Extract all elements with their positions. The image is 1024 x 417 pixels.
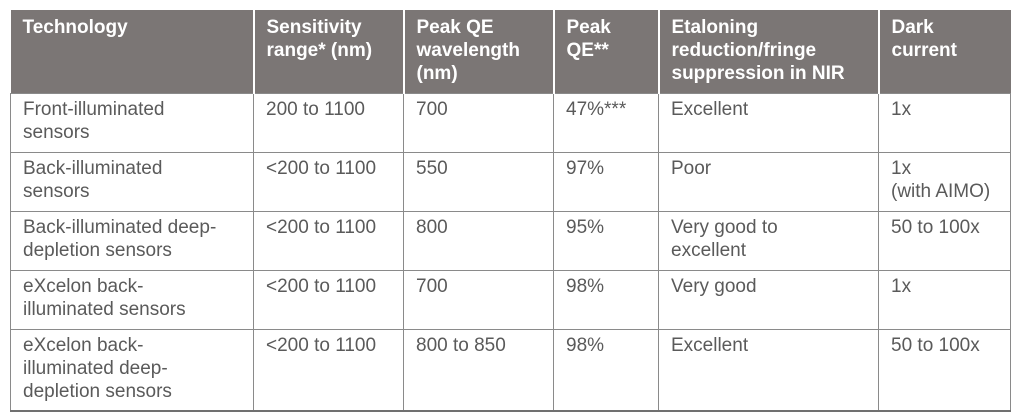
cell-technology: Back-illuminated sensors — [10, 152, 254, 212]
sensor-comparison-table: Technology Sensitivity range* (nm) Peak … — [10, 10, 1011, 412]
cell-etaloning: Excellent — [658, 93, 879, 153]
table-row: Back-illuminated deep- depletion sensors… — [10, 211, 1011, 271]
cell-dark-current: 1x (with AIMO) — [878, 152, 1011, 212]
cell-etaloning: Excellent — [658, 329, 879, 412]
table-row: Front-illuminated sensors 200 to 1100 70… — [10, 93, 1011, 153]
cell-peak-qe-wavelength: 800 to 850 — [403, 329, 554, 412]
cell-technology: eXcelon back- illuminated sensors — [10, 270, 254, 330]
cell-peak-qe-wavelength: 700 — [403, 93, 554, 153]
cell-peak-qe-wavelength: 550 — [403, 152, 554, 212]
cell-sensitivity-range: 200 to 1100 — [253, 93, 404, 153]
cell-etaloning: Poor — [658, 152, 879, 212]
header-peak-qe-wavelength: Peak QE wavelength (nm) — [402, 10, 554, 94]
sensor-comparison-table-container: Technology Sensitivity range* (nm) Peak … — [10, 10, 1011, 412]
cell-dark-current: 50 to 100x — [878, 211, 1011, 271]
cell-peak-qe: 98% — [553, 270, 659, 330]
cell-etaloning: Very good to excellent — [658, 211, 879, 271]
cell-dark-current: 50 to 100x — [878, 329, 1011, 412]
header-peak-qe: Peak QE** — [552, 10, 659, 94]
header-dark-current: Dark current — [877, 10, 1011, 94]
cell-etaloning: Very good — [658, 270, 879, 330]
table-row: Back-illuminated sensors <200 to 1100 55… — [10, 152, 1011, 212]
cell-peak-qe-wavelength: 800 — [403, 211, 554, 271]
cell-peak-qe: 47%*** — [553, 93, 659, 153]
cell-sensitivity-range: <200 to 1100 — [253, 270, 404, 330]
cell-peak-qe: 97% — [553, 152, 659, 212]
header-sensitivity-range: Sensitivity range* (nm) — [252, 10, 404, 94]
cell-peak-qe: 98% — [553, 329, 659, 412]
cell-dark-current: 1x — [878, 270, 1011, 330]
cell-sensitivity-range: <200 to 1100 — [253, 211, 404, 271]
header-row: Technology Sensitivity range* (nm) Peak … — [10, 10, 1011, 94]
header-etaloning: Etaloning reduction/fringe suppression i… — [657, 10, 879, 94]
cell-peak-qe: 95% — [553, 211, 659, 271]
cell-technology: Front-illuminated sensors — [10, 93, 254, 153]
table-row: eXcelon back- illuminated deep- depletio… — [10, 329, 1011, 412]
table-row: eXcelon back- illuminated sensors <200 t… — [10, 270, 1011, 330]
cell-sensitivity-range: <200 to 1100 — [253, 152, 404, 212]
cell-technology: Back-illuminated deep- depletion sensors — [10, 211, 254, 271]
header-technology: Technology — [10, 10, 254, 94]
cell-technology: eXcelon back- illuminated deep- depletio… — [10, 329, 254, 412]
cell-sensitivity-range: <200 to 1100 — [253, 329, 404, 412]
cell-dark-current: 1x — [878, 93, 1011, 153]
cell-peak-qe-wavelength: 700 — [403, 270, 554, 330]
